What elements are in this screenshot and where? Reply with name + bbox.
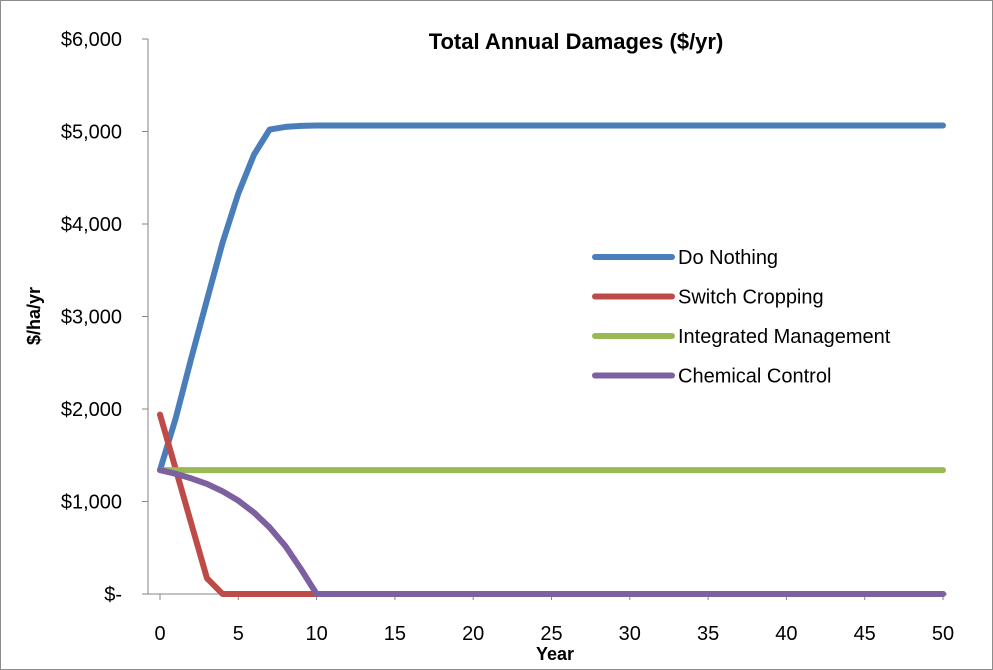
chart-title: Total Annual Damages ($/yr) (429, 29, 724, 54)
x-tick-label: 45 (854, 623, 876, 645)
y-tick-label: $- (104, 584, 122, 606)
legend-label-switch-cropping: Switch Cropping (678, 287, 824, 309)
legend-label-do-nothing: Do Nothing (678, 247, 778, 269)
y-tick-label: $3,000 (61, 307, 122, 329)
series-line-do-nothing (157, 122, 946, 474)
series-line-switch-cropping (157, 411, 946, 597)
y-axis-title: $/ha/yr (24, 287, 44, 345)
x-axis-title: Year (536, 644, 574, 664)
series-line-chemical-control (157, 467, 946, 597)
legend-label-chemical-control: Chemical Control (678, 366, 831, 388)
x-tick-label: 5 (233, 623, 244, 645)
y-tick-label: $6,000 (61, 29, 122, 51)
x-tick-label: 30 (619, 623, 641, 645)
y-tick-label: $5,000 (61, 122, 122, 144)
legend-label-integrated-management: Integrated Management (678, 326, 891, 348)
y-tick-label: $4,000 (61, 214, 122, 236)
x-tick-label: 25 (540, 623, 562, 645)
x-tick-label: 50 (932, 623, 954, 645)
axes: $- $1,000 $2,000 $3,000 $4,000 $5,000 $6,000 0 5… (61, 29, 954, 645)
x-tick-label: 15 (384, 623, 406, 645)
y-tick-label: $1,000 (61, 492, 122, 514)
y-tick-label: $2,000 (61, 399, 122, 421)
x-tick-label: 40 (775, 623, 797, 645)
x-tick-label: 35 (697, 623, 719, 645)
x-tick-label: 0 (154, 623, 165, 645)
legend: Do Nothing Switch Cropping Integrated Mana… (592, 247, 891, 388)
x-tick-label: 10 (305, 623, 327, 645)
plot-series (157, 122, 946, 597)
x-tick-label: 20 (462, 623, 484, 645)
